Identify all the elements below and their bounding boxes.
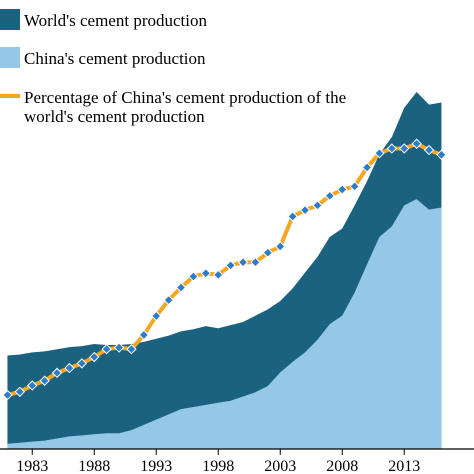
percentage-point [436, 149, 447, 161]
percentage-point [299, 204, 311, 216]
legend: World's cement production China's cement… [0, 9, 346, 126]
legend-label-percentage-line2: world's cement production [24, 107, 205, 126]
percentage-point [225, 260, 236, 271]
percentage-point [349, 181, 360, 192]
x-axis: 1983 1988 1993 1998 2003 2008 2013 [0, 448, 474, 474]
percentage-point [312, 200, 323, 211]
percentage-point [213, 269, 224, 281]
legend-swatch-world [0, 9, 20, 30]
percentage-point [113, 342, 125, 353]
percentage-point [386, 143, 398, 154]
x-tick-label: 1993 [140, 458, 172, 474]
percentage-point [76, 358, 88, 369]
percentage-point [399, 143, 410, 154]
percentage-point [411, 138, 422, 149]
percentage-point [250, 257, 261, 268]
percentage-point [89, 351, 100, 363]
percentage-point [101, 343, 112, 355]
percentage-point [138, 329, 150, 341]
percentage-point [64, 362, 75, 374]
x-tick-label: 1998 [202, 458, 234, 474]
percentage-point [200, 268, 212, 279]
x-tick-label: 2013 [388, 458, 420, 474]
percentage-point [14, 386, 26, 398]
percentage-point [27, 380, 38, 391]
legend-label-percentage-line1: Percentage of China's cement production … [24, 88, 346, 107]
legend-label-china: China's cement production [24, 49, 206, 68]
percentage-point [374, 148, 385, 159]
percentage-point [337, 184, 348, 195]
x-tick-label: 2003 [264, 458, 296, 474]
series-area-china [7, 199, 442, 449]
percentage-point [163, 294, 174, 306]
percentage-point [275, 241, 286, 252]
percentage-point [324, 190, 336, 202]
x-tick-label: 1988 [78, 458, 110, 474]
percentage-point [237, 257, 249, 268]
percentage-point [39, 375, 50, 386]
percentage-point [175, 282, 187, 293]
x-tick-label: 2008 [326, 458, 358, 474]
legend-swatch-china [0, 47, 20, 68]
percentage-point [51, 367, 63, 379]
percentage-point [287, 211, 298, 222]
percentage-point [151, 310, 162, 322]
legend-label-world: World's cement production [24, 11, 207, 30]
percentage-point [188, 271, 199, 282]
percentage-point [126, 343, 137, 355]
percentage-point [2, 389, 13, 401]
percentage-point [361, 162, 373, 173]
plot-area [2, 92, 447, 449]
x-tick-label: 1983 [16, 458, 48, 474]
percentage-point [423, 144, 435, 156]
percentage-point [262, 247, 274, 258]
